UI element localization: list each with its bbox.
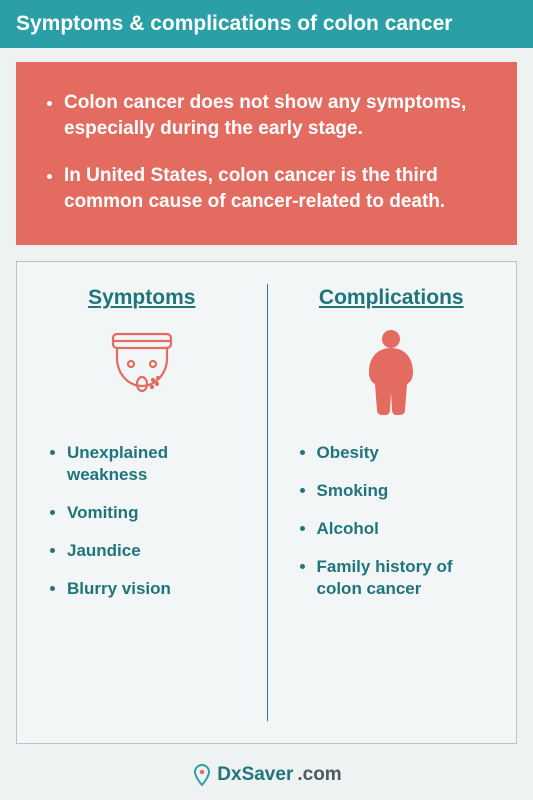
brand-name: DxSaver [217,764,293,786]
footer-brand: DxSaver.com [0,756,533,800]
obese-person-icon [295,328,489,418]
list-item: Family history of colon cancer [317,556,489,600]
symptoms-list: Unexplained weakness Vomiting Jaundice B… [45,442,239,600]
page-title: Symptoms & complications of colon cancer [16,12,452,35]
map-pin-icon [191,764,213,786]
list-item: Jaundice [67,540,239,562]
key-facts-box: Colon cancer does not show any symptoms,… [16,62,517,245]
list-item: Smoking [317,480,489,502]
complications-title: Complications [295,286,489,310]
symptoms-title: Symptoms [45,286,239,310]
symptoms-column: Symptoms Unexplained weakness V [17,262,267,743]
two-column-panel: Symptoms Unexplained weakness V [16,261,517,744]
complications-column: Complications Obesity Smoking Alcohol Fa… [267,262,517,743]
list-item: Obesity [317,442,489,464]
list-item: Unexplained weakness [67,442,239,486]
header-bar: Symptoms & complications of colon cancer [0,0,533,48]
list-item: Blurry vision [67,578,239,600]
column-divider [267,284,268,721]
complications-list: Obesity Smoking Alcohol Family history o… [295,442,489,600]
sick-face-icon [45,328,239,418]
key-facts-list: Colon cancer does not show any symptoms,… [42,90,491,215]
brand-suffix: .com [297,764,341,786]
list-item: Alcohol [317,518,489,540]
fact-item: Colon cancer does not show any symptoms,… [64,90,491,141]
fact-item: In United States, colon cancer is the th… [64,163,491,214]
list-item: Vomiting [67,502,239,524]
